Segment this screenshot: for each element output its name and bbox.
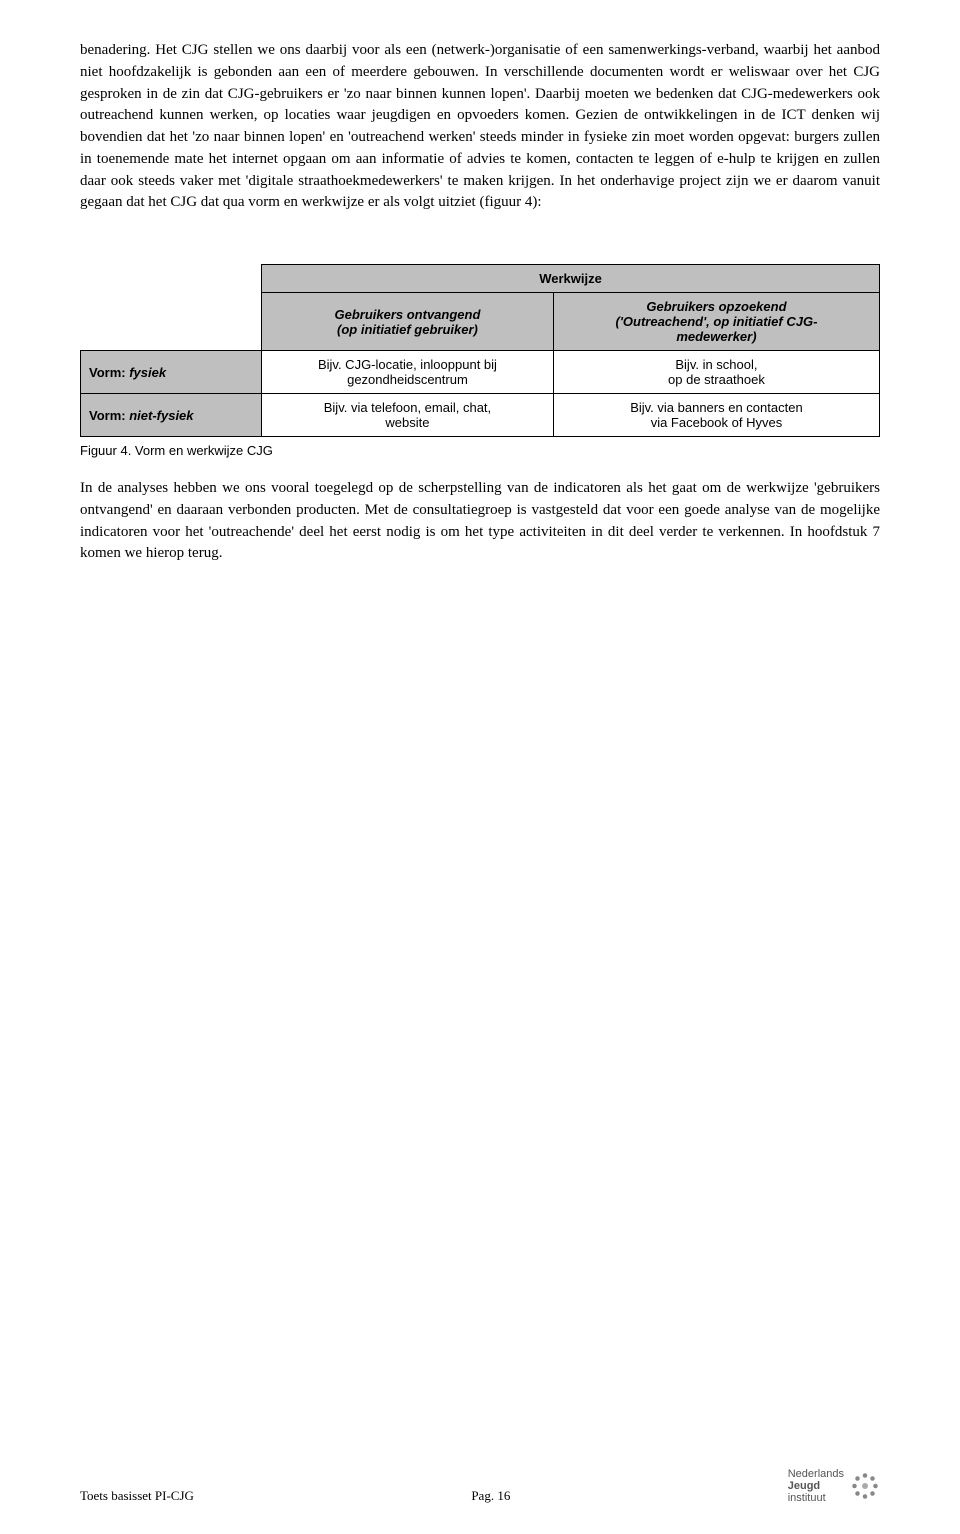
row-fysiek-label: Vorm: fysiek [81, 351, 262, 394]
r2c1-l1: Bijv. via telefoon, email, chat, [324, 400, 491, 415]
vorm-werkwijze-table: Werkwijze Gebruikers ontvangend (op init… [80, 264, 880, 437]
col1-l2: (op initiatief gebruiker) [337, 322, 478, 337]
r1c2-l1: Bijv. in school, [675, 357, 757, 372]
col2-l2: ('Outreachend', op initiatief CJG- [615, 314, 817, 329]
empty-corner [81, 265, 262, 351]
page-footer: Toets basisset PI-CJG Pag. 16 Nederlands… [80, 1468, 880, 1504]
r1c1-l2: gezondheidscentrum [347, 372, 468, 387]
footer-brand-text: Nederlands Jeugd instituut [788, 1468, 844, 1504]
werkwijze-header: Werkwijze [262, 265, 880, 293]
r2c1-l2: website [385, 415, 429, 430]
figure-caption: Figuur 4. Vorm en werkwijze CJG [80, 443, 880, 458]
col-opzoekend-header: Gebruikers opzoekend ('Outreachend', op … [553, 293, 879, 351]
col2-l1: Gebruikers opzoekend [646, 299, 786, 314]
brand-l2: Jeugd [788, 1480, 844, 1492]
col2-l3: medewerker) [676, 329, 756, 344]
footer-center: Pag. 16 [471, 1488, 510, 1504]
r2c2-l1: Bijv. via banners en contacten [630, 400, 802, 415]
row1-value: fysiek [129, 365, 166, 380]
r1c1-l1: Bijv. CJG-locatie, inlooppunt bij [318, 357, 497, 372]
intro-paragraph: benadering. Het CJG stellen we ons daarb… [80, 40, 880, 214]
brand-l1: Nederlands [788, 1468, 844, 1480]
cell-fysiek-ontvangend: Bijv. CJG-locatie, inlooppunt bij gezond… [262, 351, 554, 394]
closing-paragraph: In de analyses hebben we ons vooral toeg… [80, 478, 880, 565]
nji-logo-icon [850, 1471, 880, 1501]
footer-left: Toets basisset PI-CJG [80, 1488, 194, 1504]
cell-fysiek-opzoekend: Bijv. in school, op de straathoek [553, 351, 879, 394]
row2-prefix: Vorm: [89, 408, 129, 423]
r1c2-l2: op de straathoek [668, 372, 765, 387]
cell-nietfysiek-ontvangend: Bijv. via telefoon, email, chat, website [262, 394, 554, 437]
table-row: Vorm: fysiek Bijv. CJG-locatie, inlooppu… [81, 351, 880, 394]
brand-l3: instituut [788, 1492, 844, 1504]
table-row: Vorm: niet-fysiek Bijv. via telefoon, em… [81, 394, 880, 437]
r2c2-l2: via Facebook of Hyves [651, 415, 783, 430]
footer-right: Nederlands Jeugd instituut [788, 1468, 880, 1504]
row2-value: niet-fysiek [129, 408, 193, 423]
col-ontvangend-header: Gebruikers ontvangend (op initiatief geb… [262, 293, 554, 351]
row1-prefix: Vorm: [89, 365, 129, 380]
row-niet-fysiek-label: Vorm: niet-fysiek [81, 394, 262, 437]
col1-l1: Gebruikers ontvangend [334, 307, 480, 322]
cell-nietfysiek-opzoekend: Bijv. via banners en contacten via Faceb… [553, 394, 879, 437]
